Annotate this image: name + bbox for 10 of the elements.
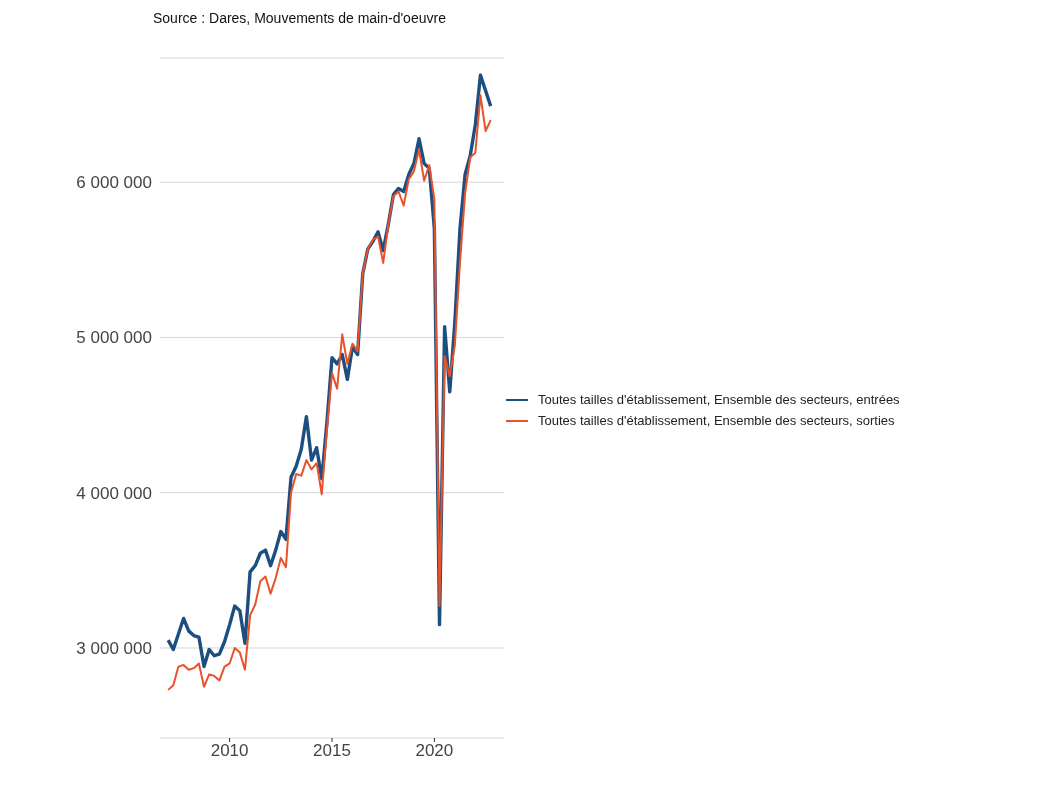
y-tick-label: 3 000 000	[76, 638, 152, 658]
x-tick-label: 2015	[313, 741, 351, 761]
legend-label: Toutes tailles d'établissement, Ensemble des secteurs, entrées	[538, 392, 900, 407]
y-tick-label: 6 000 000	[76, 173, 152, 193]
x-tick-label: 2020	[415, 741, 454, 761]
y-tick-label: 4 000 000	[76, 483, 152, 503]
legend-label: Toutes tailles d'établissement, Ensemble des secteurs, sorties	[538, 413, 895, 428]
x-tick-label: 2010	[210, 741, 249, 761]
source-note: Source : Dares, Mouvements de main-d'oeuvre	[153, 10, 446, 26]
y-tick-label: 5 000 000	[76, 328, 152, 348]
